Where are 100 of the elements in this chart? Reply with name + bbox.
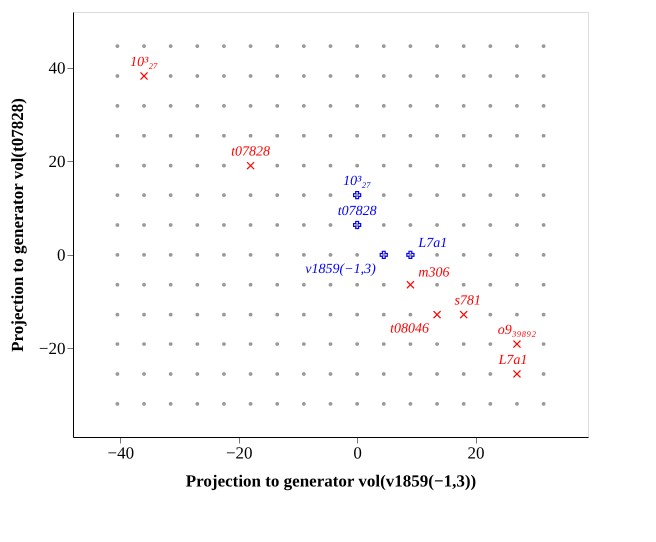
point — [168, 252, 173, 257]
point — [355, 342, 360, 346]
point — [222, 402, 226, 406]
point — [222, 104, 226, 108]
point — [222, 223, 226, 227]
annotation: t07828 — [231, 144, 270, 160]
point — [355, 44, 360, 48]
point — [515, 402, 519, 406]
point — [542, 402, 546, 406]
point — [302, 193, 306, 197]
point — [302, 134, 306, 138]
point — [460, 310, 468, 319]
annotation: L7a1 — [417, 236, 448, 251]
point — [408, 372, 412, 376]
point — [488, 372, 492, 376]
point — [328, 164, 332, 168]
point — [542, 193, 546, 197]
point — [382, 164, 386, 168]
point — [275, 164, 280, 168]
point — [408, 312, 412, 317]
point — [116, 193, 120, 197]
point — [355, 402, 360, 406]
point — [408, 104, 412, 108]
point — [142, 134, 146, 138]
point — [116, 134, 120, 138]
point — [275, 44, 280, 48]
point — [408, 223, 412, 227]
point — [222, 282, 226, 287]
point — [195, 164, 200, 168]
point — [382, 402, 386, 406]
point — [542, 312, 546, 317]
point — [462, 44, 466, 48]
point — [275, 282, 280, 287]
point — [382, 342, 386, 346]
point — [302, 402, 306, 406]
point — [382, 282, 386, 287]
point — [353, 190, 362, 200]
point — [542, 252, 546, 257]
annotation: v1859(−1,3) — [305, 262, 376, 277]
point — [462, 164, 466, 168]
point — [195, 312, 200, 317]
point — [195, 342, 200, 346]
point — [355, 252, 360, 257]
point — [302, 282, 306, 287]
point — [142, 193, 146, 197]
point — [382, 44, 386, 48]
point — [382, 104, 386, 108]
point — [248, 193, 252, 197]
point — [248, 74, 252, 78]
point — [275, 193, 280, 197]
point — [302, 44, 306, 48]
x-tick-label: −40 — [108, 444, 134, 462]
point — [542, 134, 546, 138]
x-axis-title: Projection to generator vol(v1859(−1,3)) — [186, 472, 476, 490]
point — [488, 342, 492, 346]
point — [488, 134, 492, 138]
point — [168, 223, 173, 227]
point — [462, 134, 466, 138]
point — [195, 223, 200, 227]
point — [275, 252, 280, 257]
point — [382, 372, 386, 376]
point — [116, 223, 120, 227]
point — [462, 193, 466, 197]
point — [515, 44, 519, 48]
point — [328, 342, 332, 346]
point — [488, 74, 492, 78]
point — [328, 223, 332, 227]
point — [512, 370, 522, 378]
point — [406, 250, 415, 259]
point — [142, 104, 146, 108]
point — [302, 372, 306, 376]
point — [116, 74, 120, 78]
point — [435, 342, 439, 346]
point — [168, 74, 173, 78]
point — [140, 72, 148, 80]
point — [168, 282, 173, 287]
point — [302, 223, 306, 227]
y-tick-label: 20 — [48, 152, 66, 171]
point — [435, 223, 439, 227]
point — [435, 74, 439, 78]
point — [142, 312, 146, 317]
point — [488, 252, 492, 257]
point — [435, 372, 439, 376]
point — [382, 193, 386, 197]
point — [542, 104, 546, 108]
point — [408, 44, 412, 48]
point — [353, 220, 362, 230]
point — [462, 104, 466, 108]
point — [328, 282, 332, 287]
point — [168, 134, 173, 138]
point — [248, 372, 252, 376]
point — [275, 312, 280, 317]
point — [275, 342, 280, 346]
point — [142, 342, 146, 346]
point — [435, 104, 439, 108]
point — [408, 164, 412, 168]
point — [432, 310, 442, 319]
point — [488, 164, 492, 168]
point — [515, 74, 519, 78]
point — [355, 372, 360, 376]
